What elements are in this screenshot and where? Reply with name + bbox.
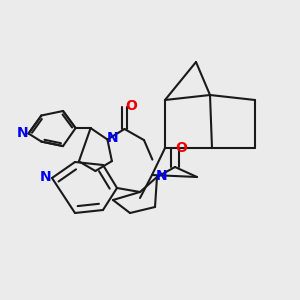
Text: O: O	[176, 141, 188, 155]
Text: O: O	[125, 99, 137, 112]
Text: N: N	[40, 170, 51, 184]
Text: N: N	[107, 131, 118, 145]
Text: N: N	[156, 169, 168, 183]
Text: N: N	[17, 127, 28, 140]
